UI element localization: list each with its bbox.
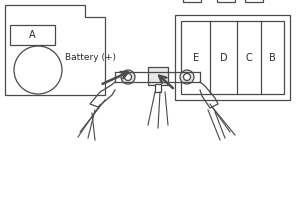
Text: D: D <box>220 53 228 63</box>
Polygon shape <box>5 5 105 95</box>
Circle shape <box>184 73 190 80</box>
Bar <box>155 84 161 92</box>
Bar <box>181 21 284 94</box>
Circle shape <box>124 73 131 80</box>
Text: E: E <box>193 53 199 63</box>
Text: B: B <box>268 53 275 63</box>
Circle shape <box>180 70 194 84</box>
Circle shape <box>121 70 135 84</box>
Bar <box>175 15 290 100</box>
Bar <box>217 0 235 2</box>
Bar <box>183 0 201 2</box>
Text: Battery (+): Battery (+) <box>65 52 116 62</box>
Bar <box>245 0 263 2</box>
Text: C: C <box>246 53 252 63</box>
Bar <box>148 67 168 85</box>
Text: A: A <box>29 30 36 40</box>
Bar <box>10 25 55 45</box>
